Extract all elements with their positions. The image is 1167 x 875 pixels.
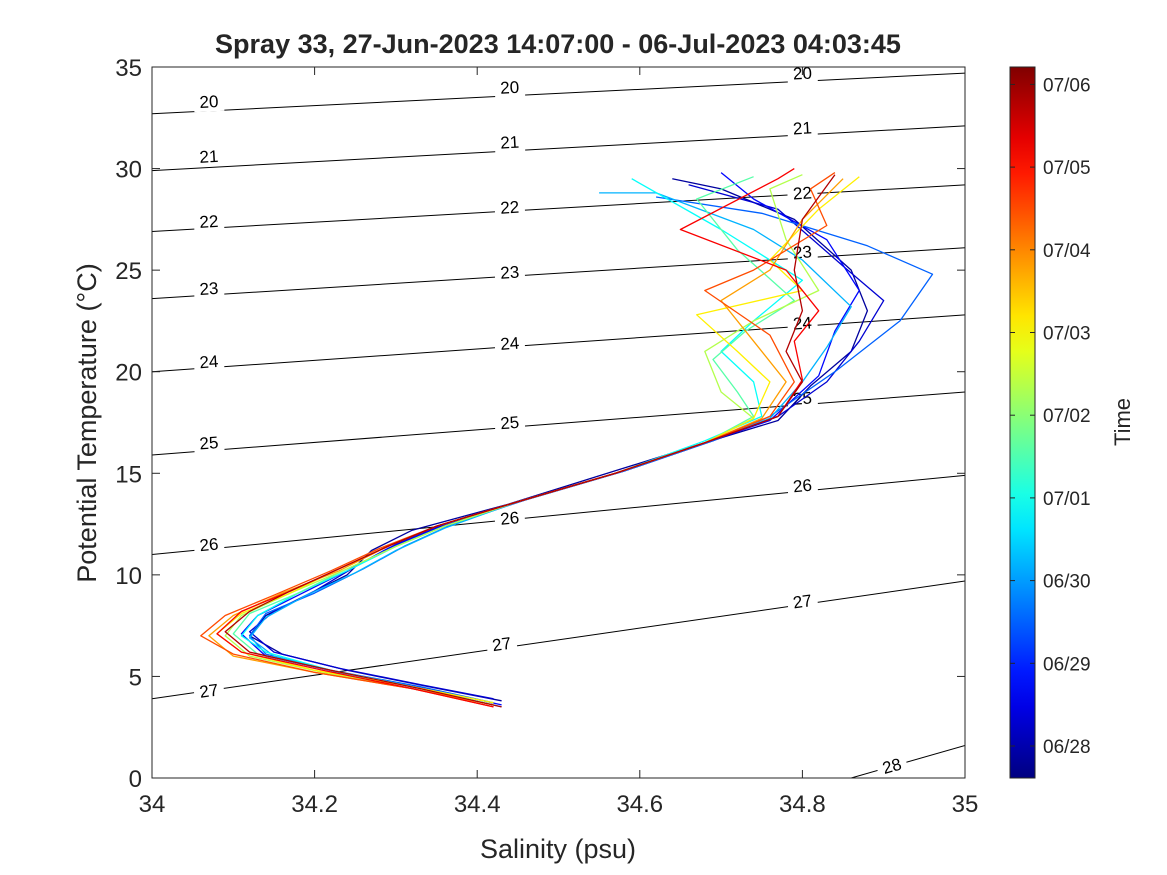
contour-label-bg: [193, 431, 225, 454]
contour-label: 27: [491, 634, 512, 656]
contour-label-bg: [193, 277, 225, 300]
colorbar-tick-label: 07/02: [1043, 406, 1091, 427]
contour-label-bg: [192, 678, 226, 703]
y-tick-label: 0: [129, 766, 142, 793]
contour-label-bg: [786, 589, 819, 614]
y-tick-label: 35: [115, 55, 142, 82]
contour-label: 20: [199, 92, 219, 112]
contour-label-bg: [786, 240, 818, 263]
contour-label: 24: [792, 313, 812, 333]
x-tick-label: 34.4: [454, 791, 501, 818]
contour-label-bg: [494, 196, 526, 219]
colorbar-tick-label: 06/30: [1043, 572, 1091, 593]
contour-line-23: [152, 247, 965, 300]
profile-line: [224, 174, 836, 708]
x-tick-label: 34.2: [291, 791, 338, 818]
contour-label-bg: [494, 131, 526, 153]
contour-line-24: [152, 314, 965, 373]
contour-line-20: [152, 72, 965, 115]
contour-label: 21: [199, 147, 219, 167]
colorbar-tick-label: 06/29: [1043, 654, 1091, 675]
contour-label-bg: [494, 261, 526, 284]
x-tick-label: 34: [139, 791, 166, 818]
contour-label-bg: [193, 90, 225, 113]
contour-label: 23: [500, 263, 520, 283]
contour-line-21: [152, 125, 965, 172]
density-contour-labels: 2020202121212222222323232424242525252626…: [192, 62, 909, 780]
contour-line-28: [851, 745, 965, 778]
plot-area: [152, 67, 965, 778]
contour-label-bg: [786, 117, 818, 139]
density-contours: [152, 72, 965, 778]
colorbar-tick-label: 06/28: [1043, 737, 1091, 758]
contour-label-bg: [786, 182, 818, 204]
y-tick-label: 25: [115, 258, 142, 285]
y-axis-label: Potential Temperature (°C): [72, 263, 102, 582]
contour-label: 27: [792, 591, 813, 613]
contour-label: 24: [199, 352, 219, 372]
chart-title: Spray 33, 27-Jun-2023 14:07:00 - 06-Jul-…: [215, 29, 901, 59]
contour-label-bg: [786, 311, 819, 334]
colorbar-tick-label: 07/03: [1043, 324, 1091, 345]
y-tick-label: 15: [115, 461, 142, 488]
contour-label: 22: [500, 198, 520, 218]
contour-label: 21: [792, 118, 812, 138]
plot-frame: [151, 66, 966, 779]
colorbar: [1010, 67, 1035, 778]
x-tick-label: 35: [952, 791, 979, 818]
contour-label: 26: [792, 476, 813, 497]
contour-label-bg: [493, 411, 526, 434]
contour-label: 22: [792, 183, 812, 203]
colorbar-ticks: 06/28 06/29 06/30 07/01 07/02 07/03 07/04 07/05…: [1010, 75, 1091, 758]
contour-label-bg: [494, 76, 526, 99]
colorbar-tick-label: 07/05: [1043, 158, 1091, 179]
contour-label-bg: [193, 350, 225, 373]
colorbar-frame: [1009, 66, 1036, 779]
profile-series: [200, 168, 934, 708]
contour-label-bg: [485, 631, 518, 656]
contour-label-bg: [193, 532, 225, 556]
contour-label: 22: [199, 212, 219, 232]
contour-label: 21: [500, 133, 520, 153]
contour-label: 23: [199, 279, 219, 299]
x-axis-label: Salinity (psu): [480, 834, 636, 864]
contour-label: 24: [500, 334, 520, 354]
colorbar-label: Time: [1110, 398, 1135, 446]
contour-label-bg: [494, 332, 526, 355]
contour-line-26: [152, 474, 965, 556]
contour-line-27: [152, 580, 965, 700]
contour-label: 27: [198, 680, 219, 702]
contour-label: 26: [499, 508, 520, 529]
y-axis-ticks: 0 5 10 15 20 25 30 35: [115, 55, 965, 793]
y-tick-label: 5: [129, 664, 142, 691]
contour-label-bg: [493, 506, 526, 530]
contour-label-bg: [786, 474, 819, 497]
colorbar-tick-label: 07/06: [1043, 75, 1091, 96]
contour-label-bg: [193, 145, 225, 168]
y-tick-label: 10: [115, 563, 142, 590]
colorbar-tick-label: 07/04: [1043, 241, 1091, 262]
x-tick-label: 34.6: [616, 791, 663, 818]
contour-label: 25: [500, 413, 520, 433]
contour-label: 28: [880, 755, 903, 778]
contour-label: 25: [199, 433, 219, 453]
y-tick-label: 20: [115, 360, 142, 387]
y-tick-label: 30: [115, 157, 142, 184]
contour-label-bg: [874, 752, 909, 780]
contour-label: 26: [199, 535, 220, 556]
colorbar-tick-label: 07/01: [1043, 489, 1091, 510]
contour-label: 20: [500, 78, 520, 98]
contour-label-bg: [193, 210, 225, 233]
x-axis-ticks: 34 34.2 34.4 34.6 34.8 35: [139, 67, 979, 818]
contour-line-25: [152, 391, 965, 456]
x-tick-label: 34.8: [779, 791, 826, 818]
